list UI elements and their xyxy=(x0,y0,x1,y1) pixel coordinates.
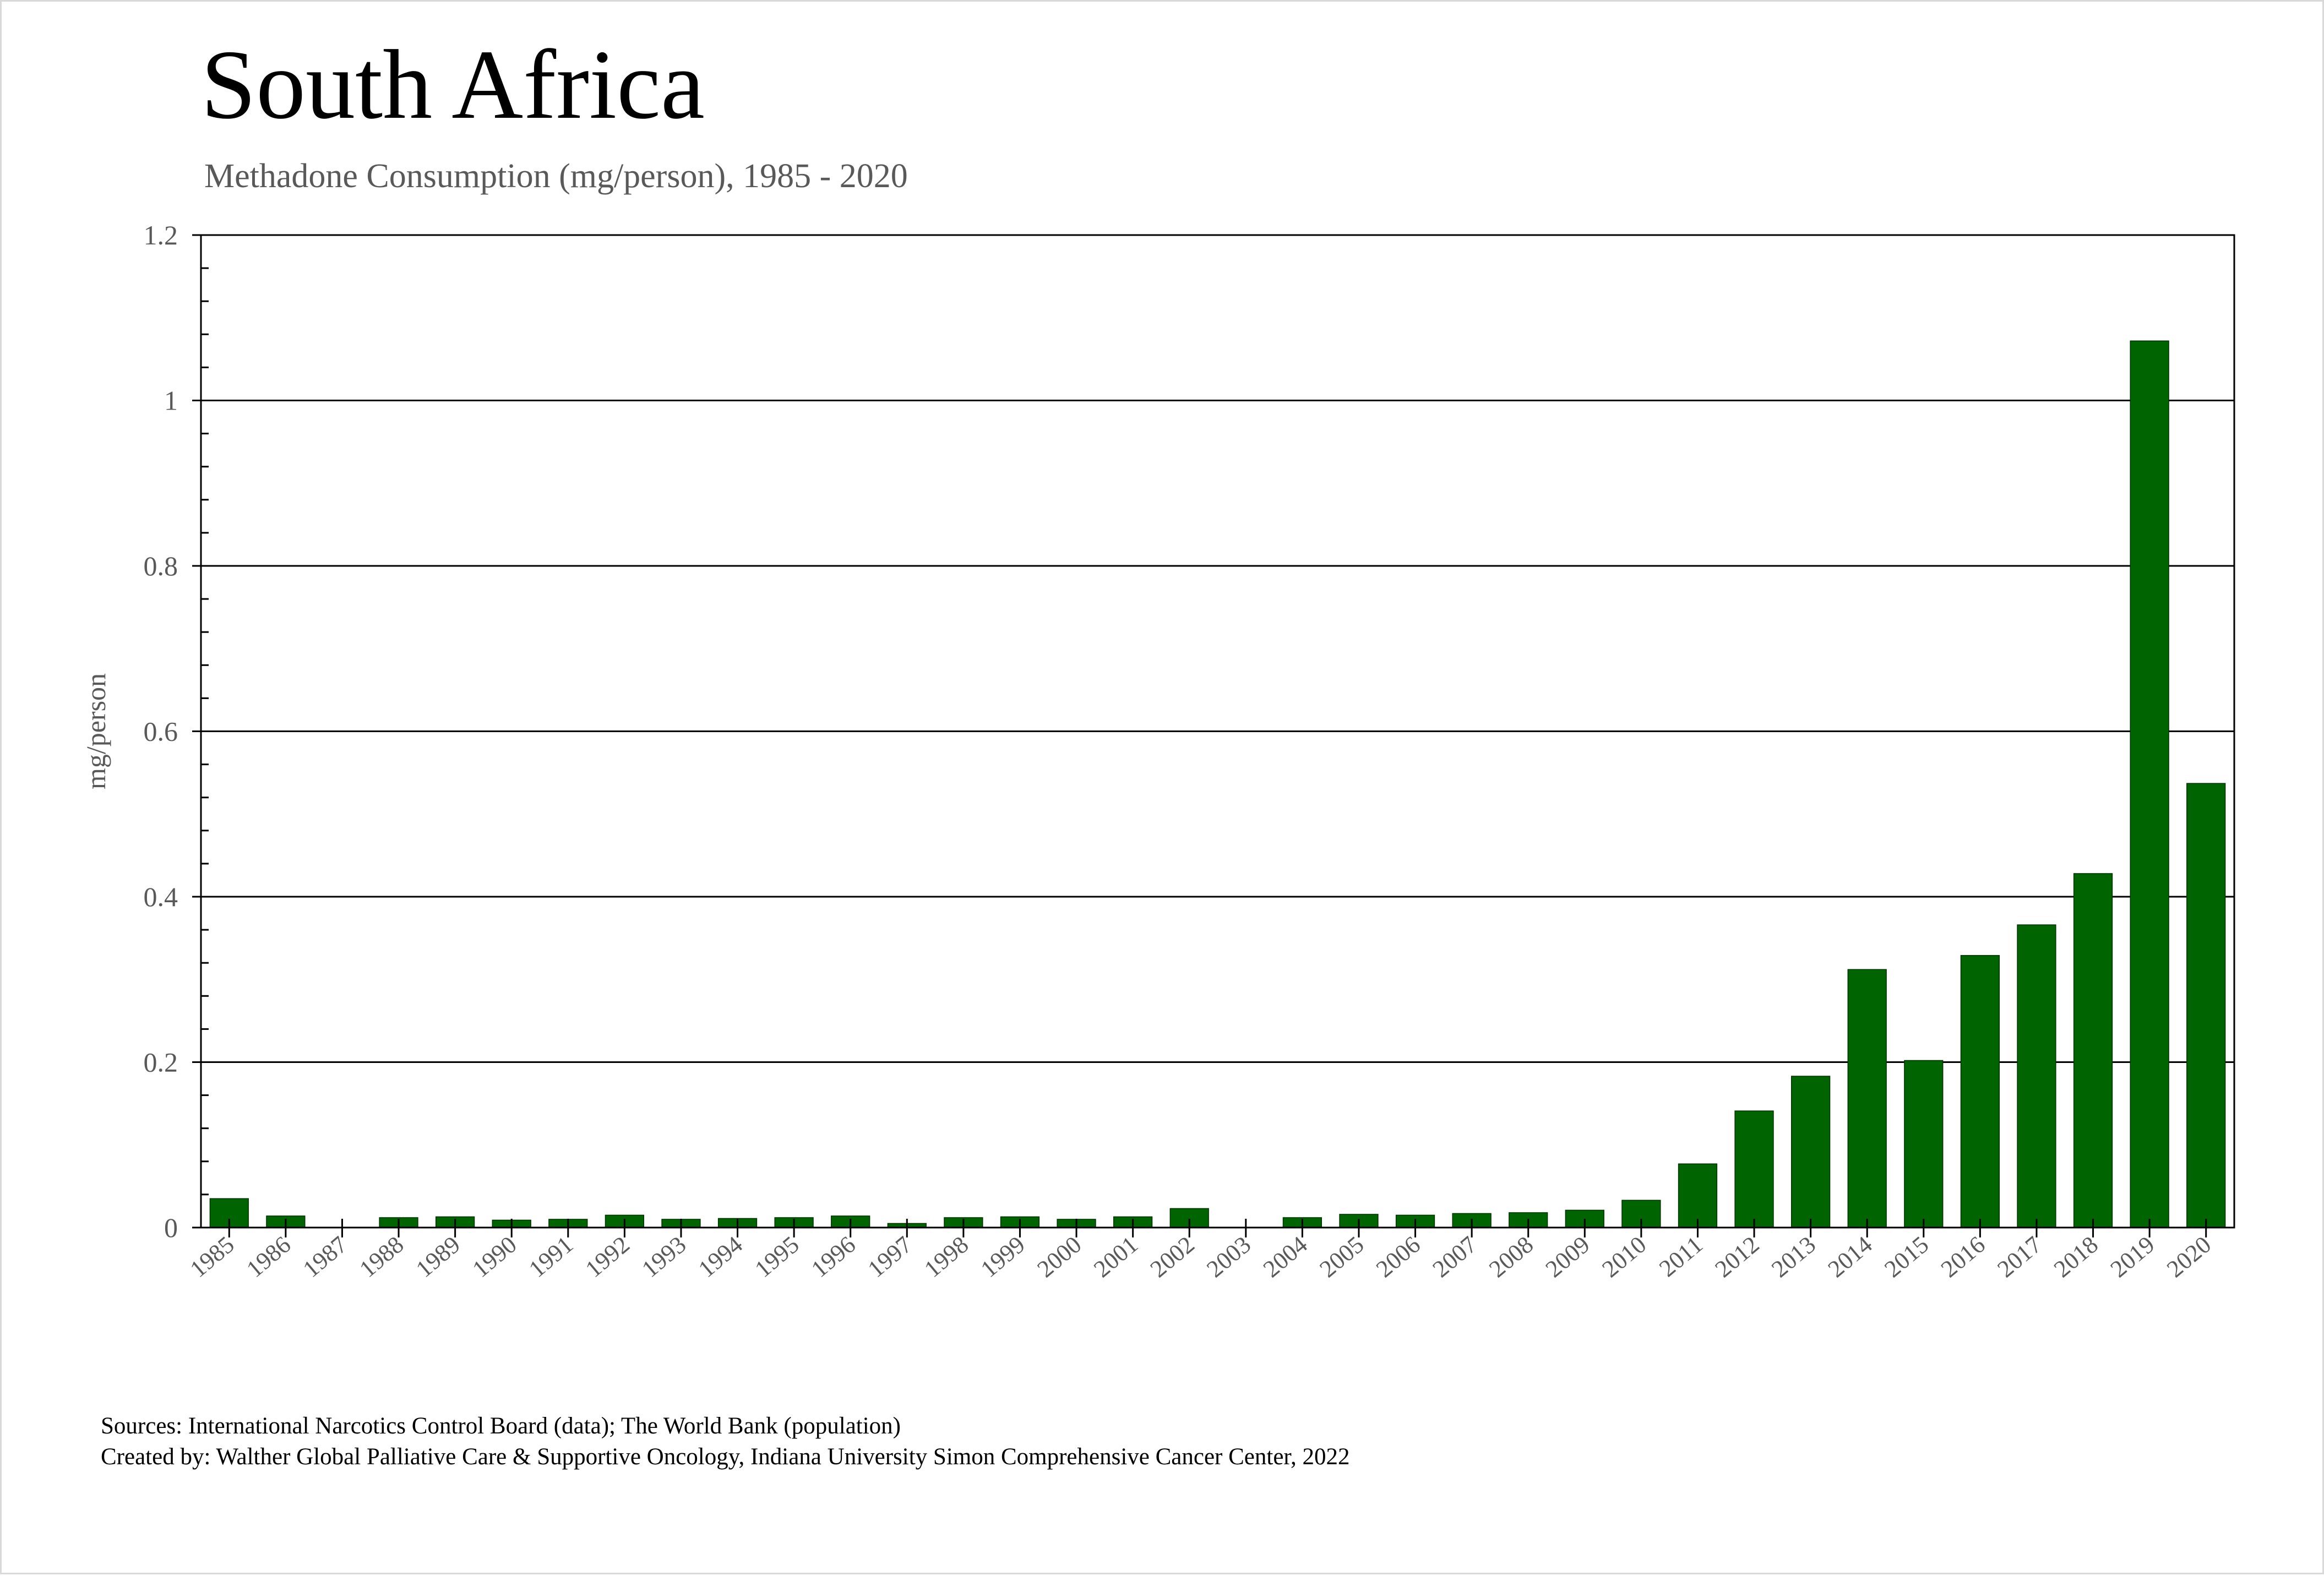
x-tick-label: 2018 xyxy=(2049,1231,2103,1283)
footer-created-by: Created by: Walther Global Palliative Ca… xyxy=(101,1444,1350,1470)
x-tick-label: 1994 xyxy=(693,1231,748,1283)
footer-sources: Sources: International Narcotics Control… xyxy=(101,1413,901,1439)
chart-subtitle: Methadone Consumption (mg/person), 1985 … xyxy=(204,157,908,195)
bar xyxy=(1904,1060,1944,1228)
y-tick-label: 0.2 xyxy=(144,1047,178,1078)
x-tick-label: 1996 xyxy=(806,1231,861,1283)
x-tick-label: 1997 xyxy=(863,1231,917,1283)
x-tick-label: 2019 xyxy=(2105,1231,2160,1283)
x-tick-label: 1998 xyxy=(919,1231,973,1283)
chart-footer: Sources: International Narcotics Control… xyxy=(101,1411,1350,1473)
bars xyxy=(209,340,2226,1228)
y-tick-label: 0.6 xyxy=(144,716,178,747)
x-tick-label: 1988 xyxy=(355,1231,409,1283)
x-tick-label: 2015 xyxy=(1879,1231,1934,1283)
x-tick-label: 2004 xyxy=(1258,1231,1313,1283)
x-tick-label: 2000 xyxy=(1032,1231,1087,1283)
bar xyxy=(1960,955,2000,1228)
x-tick-label: 2010 xyxy=(1597,1231,1651,1283)
x-tick-label: 2012 xyxy=(1710,1231,1765,1283)
x-tick-label: 2007 xyxy=(1428,1231,1482,1283)
x-tick-label: 2001 xyxy=(1088,1231,1143,1283)
x-tick-label: 1989 xyxy=(411,1231,465,1283)
gridlines xyxy=(201,400,2234,1063)
x-tick-label: 2009 xyxy=(1541,1231,1595,1283)
x-tick-label: 2006 xyxy=(1371,1231,1425,1283)
y-tick-label: 0.8 xyxy=(144,550,178,581)
y-tick-label: 1.2 xyxy=(144,220,178,250)
x-tick-label: 1992 xyxy=(580,1231,635,1283)
bar xyxy=(2186,783,2226,1228)
bar xyxy=(1678,1163,1718,1228)
x-tick-label: 2003 xyxy=(1201,1231,1256,1283)
plot-frame xyxy=(200,234,2235,1229)
x-tick-label: 1995 xyxy=(750,1231,804,1283)
x-tick-label: 2017 xyxy=(1992,1231,2047,1283)
chart-title: South Africa xyxy=(201,30,705,139)
y-tick-label: 0.4 xyxy=(144,881,178,912)
x-tick-label: 1987 xyxy=(298,1231,352,1283)
bar xyxy=(2130,340,2169,1228)
bar xyxy=(2017,924,2056,1228)
x-tick-label: 2002 xyxy=(1145,1231,1200,1283)
x-tick-label: 2008 xyxy=(1484,1231,1538,1283)
y-tick-label: 0 xyxy=(164,1212,178,1243)
x-tick-label: 2011 xyxy=(1654,1231,1708,1282)
x-tick-label: 2016 xyxy=(1936,1231,1990,1283)
x-tick-label: 1985 xyxy=(185,1231,240,1283)
y-tick-label: 1 xyxy=(164,385,178,416)
x-tick-label: 1993 xyxy=(636,1231,691,1283)
bar xyxy=(2073,873,2113,1228)
x-tick-label: 1991 xyxy=(524,1231,578,1283)
y-axis-label: mg/person xyxy=(80,673,111,789)
x-tick-label: 1999 xyxy=(976,1231,1030,1283)
x-tick-label: 2014 xyxy=(1823,1231,1877,1283)
x-tick-label: 2005 xyxy=(1314,1231,1369,1283)
bar xyxy=(1734,1110,1774,1228)
x-tick-label: 2020 xyxy=(2162,1231,2216,1283)
x-tick-label: 2013 xyxy=(1766,1231,1821,1283)
x-tick-label: 1986 xyxy=(241,1231,296,1283)
bar xyxy=(1790,1076,1831,1228)
bar xyxy=(1847,969,1887,1228)
axes xyxy=(192,234,2235,1237)
x-tick-label: 1990 xyxy=(467,1231,522,1283)
